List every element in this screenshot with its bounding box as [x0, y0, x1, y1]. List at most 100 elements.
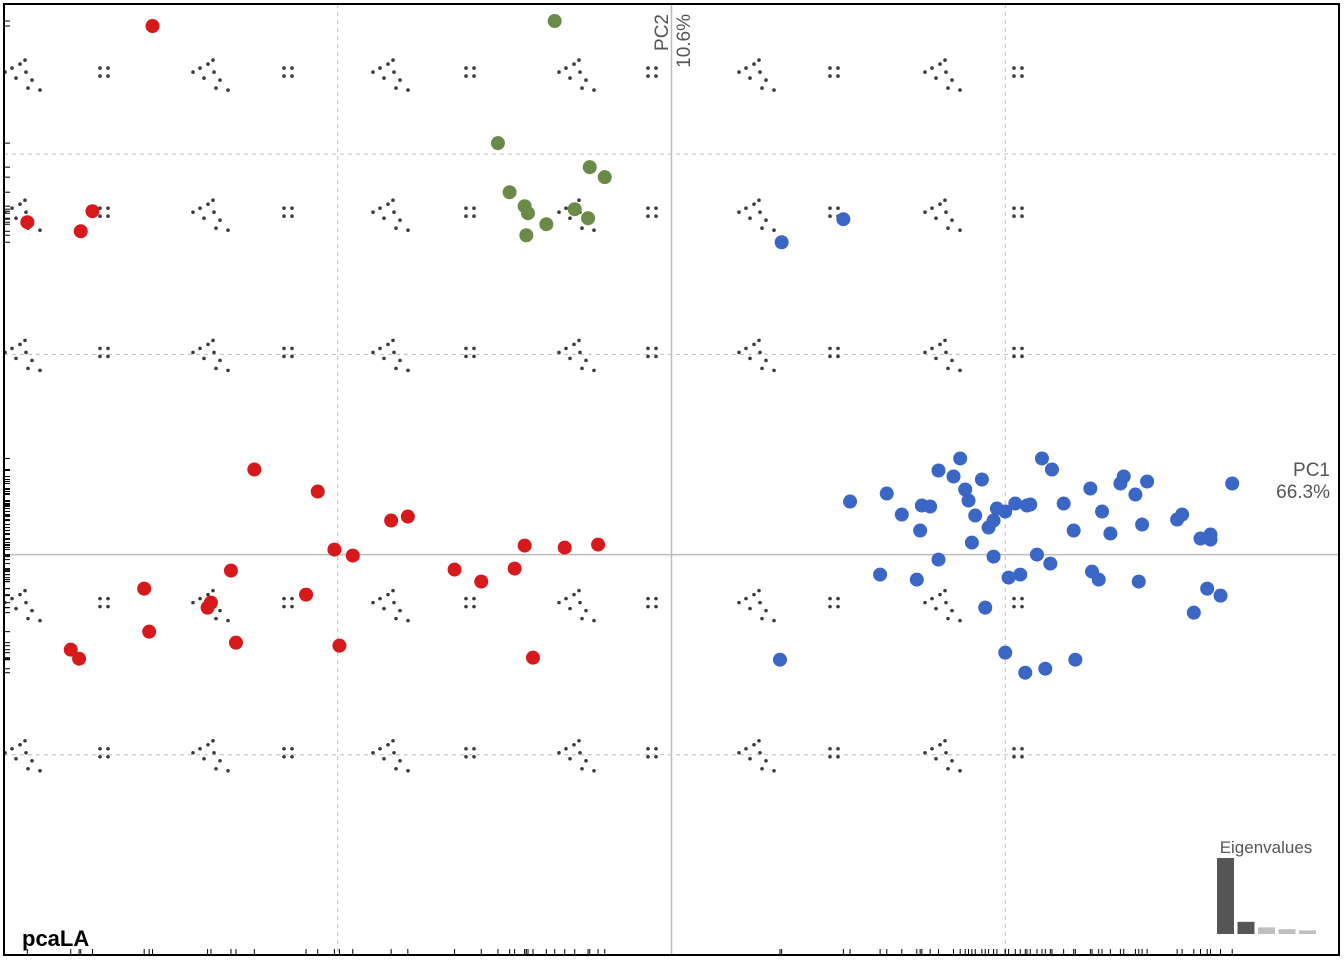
label-glyph	[946, 366, 950, 371]
label-glyph	[464, 214, 468, 219]
label-glyph	[226, 618, 230, 623]
label-glyph	[752, 742, 756, 747]
label-glyph	[382, 356, 386, 361]
label-glyph	[290, 596, 294, 601]
data-point	[1018, 665, 1033, 680]
data-point	[223, 563, 238, 578]
label-glyph	[464, 206, 468, 211]
label-glyph	[654, 74, 658, 78]
label-glyph	[24, 70, 28, 74]
label-glyph	[23, 58, 27, 62]
label-glyph	[557, 750, 561, 755]
label-glyph	[737, 600, 741, 605]
label-glyph	[752, 62, 756, 66]
label-glyph	[472, 754, 476, 759]
data-point	[958, 482, 973, 497]
label-glyph	[406, 768, 410, 773]
label-glyph	[10, 206, 14, 211]
data-point	[137, 581, 152, 596]
label-glyph	[106, 346, 110, 351]
label-glyph	[946, 616, 950, 621]
label-glyph	[958, 228, 962, 233]
label-glyph	[764, 78, 768, 82]
label-glyph	[214, 366, 218, 371]
x-axis-label: PC1	[1293, 460, 1330, 481]
label-glyph	[828, 596, 832, 601]
label-glyph	[737, 210, 741, 215]
label-glyph	[191, 600, 195, 605]
label-glyph	[923, 750, 927, 755]
eigenvalue-inset: Eigenvalues	[1217, 838, 1316, 934]
data-point	[1103, 526, 1118, 541]
label-glyph	[98, 596, 102, 601]
label-glyph	[568, 76, 572, 80]
label-glyph	[1012, 354, 1016, 359]
label-glyph	[26, 366, 30, 371]
y-axis-variance: 10.6%	[674, 14, 695, 68]
label-glyph	[943, 58, 947, 62]
label-glyph	[828, 354, 832, 359]
data-point	[1213, 588, 1228, 603]
label-glyph	[938, 742, 942, 747]
plot-frame	[3, 3, 1340, 956]
label-glyph	[577, 58, 581, 62]
axis-lines	[4, 4, 1339, 955]
label-glyph	[737, 750, 741, 755]
data-point	[299, 587, 314, 602]
label-glyph	[943, 588, 947, 593]
data-point	[1085, 564, 1100, 579]
label-glyph	[98, 66, 102, 70]
label-glyph	[212, 350, 216, 355]
label-glyph	[950, 218, 954, 223]
data-point	[525, 650, 540, 665]
chart-title: pcaLA	[22, 926, 89, 951]
label-glyph	[386, 592, 390, 597]
label-glyph	[592, 618, 596, 623]
data-point	[1140, 474, 1155, 489]
label-glyph	[386, 342, 390, 347]
label-glyph	[191, 210, 195, 215]
label-glyph	[191, 350, 195, 355]
label-glyph	[654, 596, 658, 601]
label-glyph	[38, 368, 42, 373]
label-glyph	[472, 746, 476, 751]
label-glyph	[646, 754, 650, 759]
data-point	[1023, 497, 1038, 512]
label-glyph	[211, 58, 215, 62]
label-glyph	[760, 616, 764, 621]
data-point	[310, 484, 325, 499]
label-glyph	[950, 608, 954, 613]
eigenvalue-bar	[1237, 921, 1255, 934]
data-point	[986, 549, 1001, 564]
label-glyph	[1020, 604, 1024, 609]
label-glyph	[472, 346, 476, 351]
label-glyph	[14, 606, 18, 611]
label-glyph	[934, 76, 938, 80]
data-point	[909, 572, 924, 587]
label-glyph	[391, 58, 395, 62]
label-glyph	[564, 346, 568, 351]
label-glyph	[923, 350, 927, 355]
label-glyph	[654, 746, 658, 751]
label-glyph	[923, 600, 927, 605]
label-glyph	[202, 356, 206, 361]
label-glyph	[386, 742, 390, 747]
label-glyph	[744, 746, 748, 751]
label-glyph	[748, 606, 752, 611]
label-glyph	[557, 600, 561, 605]
label-glyph	[828, 214, 832, 219]
label-glyph	[580, 86, 584, 90]
label-glyph	[382, 606, 386, 611]
label-glyph	[14, 356, 18, 361]
label-glyph	[394, 366, 398, 371]
label-glyph	[23, 738, 27, 743]
label-glyph	[836, 206, 840, 211]
label-glyph	[212, 70, 216, 74]
y-axis-label: PC2	[652, 14, 673, 51]
label-glyph	[398, 758, 402, 763]
label-glyph	[764, 358, 768, 363]
label-glyph	[744, 66, 748, 70]
label-glyph	[290, 346, 294, 351]
label-glyph	[654, 604, 658, 609]
data-point	[1135, 517, 1150, 532]
